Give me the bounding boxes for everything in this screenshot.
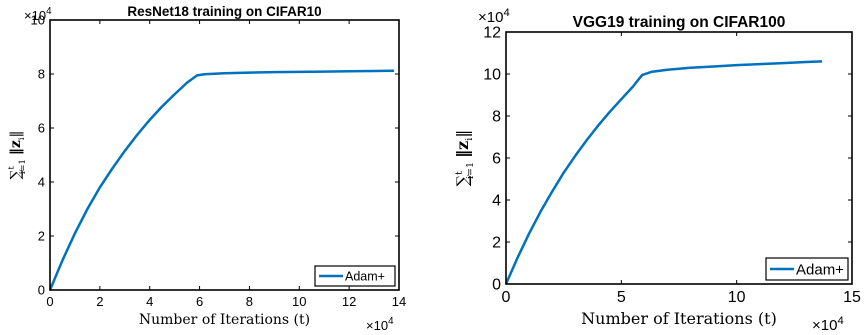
y-tick-label: 4 [38, 175, 45, 190]
series-line-0 [48, 69, 395, 291]
x-axis-label: Number of Iterations (t) [139, 312, 310, 328]
x-tick-label: 0 [502, 289, 511, 306]
legend-box [765, 257, 849, 281]
x-tick-label: 4 [146, 294, 153, 309]
vgg19-chart: 0 5 10 15 0 2 4 6 8 10 12 VGG19 training on CIFAR10… [453, 7, 861, 334]
resnet18-chart: 0 2 4 6 8 10 12 14 0 2 4 6 8 10 ResNet18 training on C… [6, 4, 406, 333]
y-exponent-label: ×104 [24, 6, 52, 23]
series-line-0 [504, 60, 823, 285]
y-tick-label: 0 [38, 283, 45, 298]
legend: Adam+ [765, 257, 849, 281]
x-tick-label: 2 [96, 294, 103, 309]
y-tick-label: 2 [492, 235, 501, 252]
x-exponent-label: ×104 [812, 315, 844, 334]
y-tick-label: 10 [483, 67, 501, 84]
y-tick-label: 2 [38, 229, 45, 244]
legend-box [314, 265, 396, 287]
legend-label: Adam+ [796, 261, 844, 278]
chart-title: VGG19 training on CIFAR100 [573, 14, 786, 31]
y-tick-label: 4 [492, 193, 501, 210]
x-tick-label: 10 [292, 294, 306, 309]
x-exponent-label: ×104 [366, 316, 394, 333]
y-tick-label: 6 [492, 151, 501, 168]
x-tick-label: 5 [617, 289, 626, 306]
x-tick-label: 14 [392, 294, 406, 309]
x-tick-label: 10 [728, 289, 746, 306]
x-tick-label: 8 [246, 294, 253, 309]
y-tick-label: 10 [31, 13, 45, 28]
x-tick-label: 0 [46, 294, 53, 309]
x-tick-label: 15 [843, 289, 861, 306]
chart-title: ResNet18 training on CIFAR10 [127, 4, 321, 19]
x-tick-label: 6 [196, 294, 203, 309]
legend-label: Adam+ [345, 270, 385, 284]
x-axis-label: Number of Iterations (t) [581, 309, 777, 328]
y-tick-label: 8 [38, 67, 45, 82]
y-tick-label: 8 [492, 109, 501, 126]
y-tick-label: 0 [492, 277, 501, 294]
y-tick-label: 12 [483, 25, 501, 42]
axes-box [49, 19, 400, 291]
y-axis-label: ∑ti=1‖zi‖ [453, 130, 476, 187]
x-tick-label: 12 [342, 294, 356, 309]
y-exponent-label: ×104 [478, 7, 510, 26]
y-axis-label: ∑ti=1‖zi‖ [6, 130, 27, 179]
legend: Adam+ [314, 265, 396, 287]
y-tick-label: 6 [38, 121, 45, 136]
